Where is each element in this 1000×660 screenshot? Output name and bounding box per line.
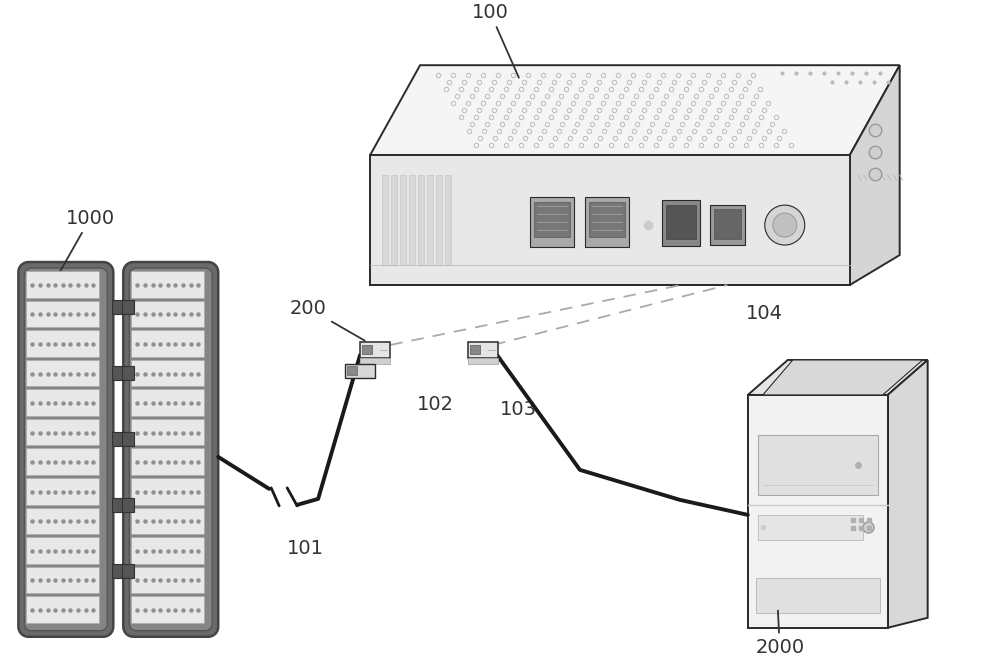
Bar — [122, 300, 134, 314]
Bar — [391, 175, 397, 265]
Bar — [131, 508, 204, 534]
Bar — [585, 197, 629, 247]
Bar — [131, 300, 204, 327]
Text: 102: 102 — [417, 395, 454, 414]
Bar — [26, 271, 99, 298]
Bar — [131, 271, 204, 298]
Bar — [131, 537, 204, 564]
Bar — [131, 330, 204, 356]
Bar — [131, 360, 204, 386]
Bar — [131, 448, 204, 475]
Polygon shape — [129, 268, 212, 631]
Bar — [112, 498, 124, 512]
Bar — [131, 419, 204, 446]
Bar — [360, 358, 390, 364]
Bar — [345, 364, 375, 378]
Circle shape — [773, 213, 797, 237]
Bar — [409, 175, 415, 265]
Bar — [758, 515, 863, 540]
Bar — [26, 537, 99, 564]
Bar — [382, 175, 388, 265]
Bar — [112, 300, 124, 314]
Bar — [758, 435, 878, 495]
Bar — [427, 175, 433, 265]
Bar — [26, 389, 99, 416]
Bar — [445, 175, 451, 265]
Bar — [131, 596, 204, 623]
Bar — [589, 202, 625, 237]
Polygon shape — [24, 268, 107, 631]
Polygon shape — [370, 155, 850, 285]
Polygon shape — [850, 65, 900, 285]
Bar — [534, 202, 570, 237]
Bar — [714, 209, 741, 239]
Circle shape — [765, 205, 805, 245]
Bar — [756, 578, 880, 612]
Polygon shape — [888, 360, 928, 628]
Bar — [131, 567, 204, 593]
Bar — [122, 432, 134, 446]
Bar — [436, 175, 442, 265]
Bar — [347, 366, 357, 375]
Text: 200: 200 — [290, 298, 365, 341]
Bar — [26, 300, 99, 327]
Text: 103: 103 — [499, 401, 536, 420]
Bar — [666, 205, 696, 239]
Polygon shape — [748, 395, 888, 628]
Bar — [418, 175, 424, 265]
Bar — [468, 342, 498, 358]
Bar — [122, 564, 134, 578]
Polygon shape — [370, 65, 900, 155]
Bar — [122, 366, 134, 380]
Bar — [112, 432, 124, 446]
Text: 2000: 2000 — [755, 610, 804, 657]
Bar — [26, 330, 99, 356]
Bar — [362, 345, 372, 354]
Bar — [468, 358, 498, 364]
Bar — [26, 419, 99, 446]
Bar — [400, 175, 406, 265]
Bar — [26, 478, 99, 504]
Polygon shape — [123, 262, 218, 637]
Polygon shape — [763, 360, 923, 395]
Bar — [26, 596, 99, 623]
Bar — [131, 389, 204, 416]
Bar — [131, 478, 204, 504]
Bar — [662, 200, 700, 246]
Bar — [360, 342, 390, 358]
Bar — [26, 567, 99, 593]
Bar — [26, 508, 99, 534]
Text: 104: 104 — [746, 304, 783, 323]
Polygon shape — [18, 262, 113, 637]
Bar — [112, 564, 124, 578]
Bar — [470, 345, 480, 354]
Bar — [122, 498, 134, 512]
Bar — [26, 360, 99, 386]
Bar — [530, 197, 574, 247]
Bar — [26, 448, 99, 475]
Text: 101: 101 — [287, 539, 324, 558]
Bar — [112, 366, 124, 380]
Polygon shape — [748, 360, 928, 395]
Text: 1000: 1000 — [50, 209, 115, 290]
Text: 100: 100 — [472, 3, 519, 78]
Bar — [710, 205, 745, 245]
